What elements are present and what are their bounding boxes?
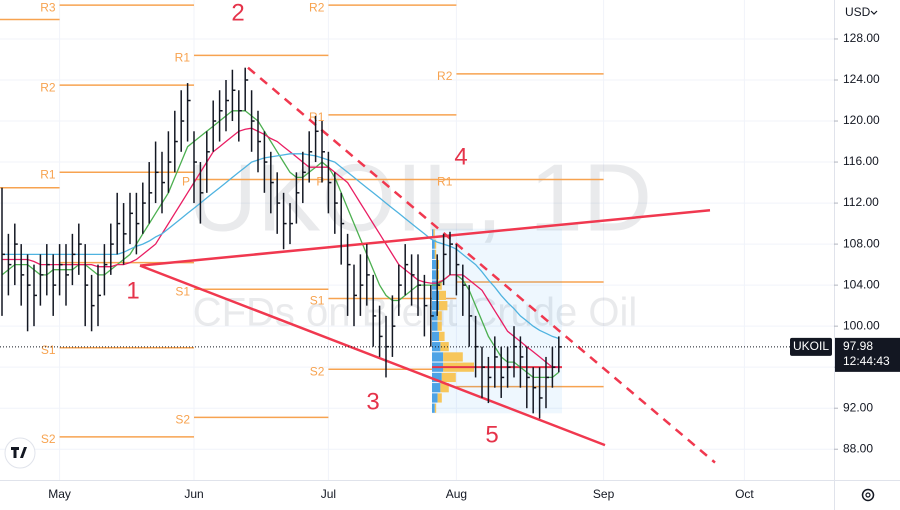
pivot-label: S1: [175, 284, 190, 298]
currency-caret[interactable]: [870, 10, 878, 15]
x-tick-label: Sep: [593, 487, 615, 501]
profile-up: [432, 352, 444, 362]
symbol-label: UKOIL: [793, 339, 829, 353]
profile-up: [432, 239, 435, 249]
gear-hub[interactable]: [865, 492, 871, 498]
annotation: 2: [231, 0, 244, 26]
profile-up: [432, 301, 439, 311]
pivot-label: P: [316, 175, 324, 189]
y-tick-label: 120.00: [843, 113, 880, 127]
profile-down: [434, 249, 437, 259]
y-tick-label: 104.00: [843, 277, 880, 291]
profile-down: [434, 403, 437, 413]
profile-down: [439, 301, 448, 311]
profile-down: [437, 321, 442, 331]
trendline: [247, 66, 716, 464]
price-box: [835, 337, 900, 372]
currency-label[interactable]: USD: [845, 5, 871, 19]
profile-up: [432, 331, 439, 342]
moving-average: [2, 127, 559, 368]
x-tick-label: Jun: [184, 487, 203, 501]
x-tick-label: Oct: [735, 487, 754, 501]
pivot-label: S2: [310, 364, 325, 378]
profile-down: [439, 290, 446, 300]
profile-up: [432, 342, 441, 352]
pivot-label: R1: [175, 51, 191, 65]
profile-down: [443, 352, 463, 362]
profile-down: [440, 383, 449, 393]
y-tick-label: 128.00: [843, 31, 880, 45]
y-tick-label: 116.00: [843, 154, 879, 168]
profile-up: [432, 321, 438, 331]
price-label: 97.98: [843, 339, 873, 353]
logo-mark[interactable]: [11, 447, 27, 458]
moving-average: [1, 110, 560, 379]
profile-up: [432, 383, 441, 393]
pivot-label: R2: [437, 69, 453, 83]
moving-average: [2, 153, 560, 340]
profile-up: [432, 393, 438, 403]
annotation: 5: [485, 421, 498, 448]
profile-up: [432, 403, 435, 413]
profile-up: [432, 260, 437, 270]
pivot-label: S1: [310, 294, 325, 308]
pivot-label: S1: [41, 343, 56, 357]
profile-down: [437, 311, 442, 321]
profile-up: [432, 229, 434, 239]
pivot-label: R1: [309, 110, 325, 124]
annotation: 3: [366, 388, 379, 415]
grid-layer: [0, 0, 834, 480]
profile-up: [432, 290, 439, 300]
profile-down: [434, 239, 437, 249]
axis-layer: 88.0092.0096.00100.00104.00108.00112.001…: [0, 31, 900, 501]
trendline: [139, 264, 606, 447]
y-tick-label: 100.00: [843, 318, 880, 332]
pivot-label: R2: [309, 0, 325, 14]
y-tick-label: 112.00: [843, 195, 879, 209]
pivot-label: R1: [437, 175, 453, 189]
x-tick-label: May: [48, 487, 71, 501]
profile-down: [439, 331, 445, 342]
y-tick-label: 124.00: [843, 72, 880, 86]
profile-down: [433, 229, 435, 239]
gear-ring[interactable]: [861, 488, 875, 502]
pivot-label: S2: [175, 413, 190, 427]
trendline: [139, 209, 711, 267]
symbol-box: [790, 337, 832, 356]
pivot-label: R2: [40, 80, 56, 94]
countdown-label: 12:44:43: [843, 354, 890, 368]
logo[interactable]: [4, 437, 36, 469]
profile-up: [432, 311, 438, 321]
pivot-label: R3: [40, 0, 56, 14]
profile-up: [432, 249, 435, 259]
pivot-label: P: [182, 175, 190, 189]
annotation: 4: [454, 143, 467, 170]
y-tick-label: 92.00: [843, 400, 873, 414]
pivot-label: R1: [40, 167, 56, 181]
y-tick-label: 88.00: [843, 441, 873, 455]
logo-circle[interactable]: [4, 437, 36, 469]
annotation: 1: [126, 277, 139, 304]
y-tick-label: 108.00: [843, 236, 880, 250]
settings-gear[interactable]: [861, 488, 875, 502]
profile-down: [441, 372, 456, 383]
pivot-label: S2: [41, 432, 56, 446]
x-tick-label: Jul: [321, 487, 336, 501]
profile-up: [432, 270, 437, 280]
profile-down: [437, 393, 442, 403]
x-tick-label: Aug: [446, 487, 467, 501]
plot-layer: R3 R2 R1 S1 S2 R1 P S1 S2 R2 R1 P S1 S2 R2 R1 1 2 3 4 5: [0, 0, 716, 464]
profile-up: [432, 372, 442, 383]
